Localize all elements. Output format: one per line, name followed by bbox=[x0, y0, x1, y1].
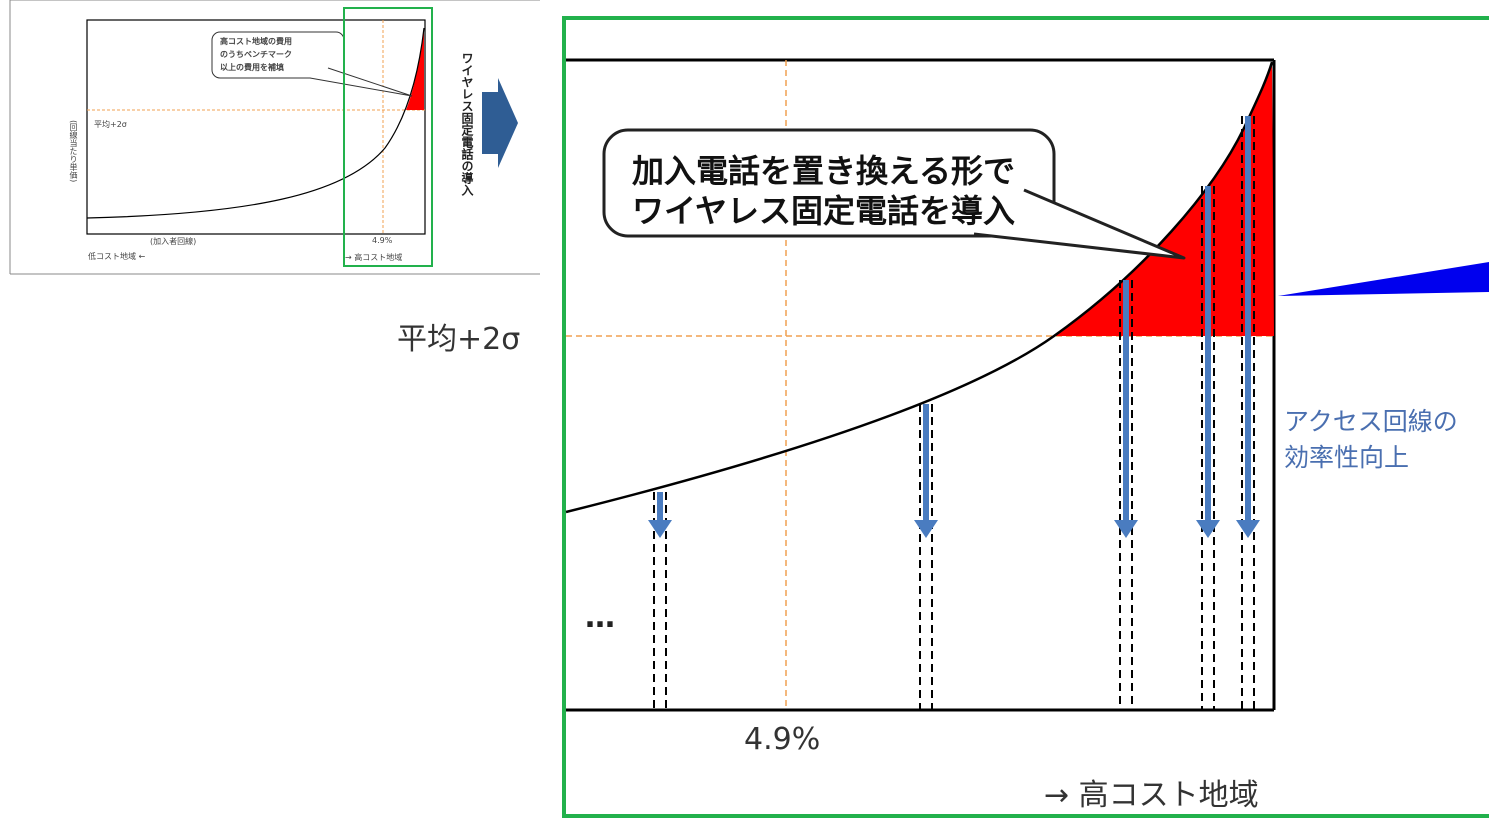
small-high-cost-label: → 高コスト地域 bbox=[345, 253, 403, 262]
large-red-area bbox=[1054, 62, 1274, 336]
down-arrow-4-head bbox=[1196, 520, 1220, 538]
small-x-axis-label: (加入者回線) bbox=[150, 237, 197, 246]
large-green-frame bbox=[562, 16, 1489, 818]
down-arrow-1-head bbox=[648, 520, 672, 538]
small-low-cost-label: 低コスト地域 ← bbox=[88, 252, 146, 261]
down-arrow-2-head bbox=[914, 520, 938, 538]
small-diagram bbox=[9, 0, 540, 275]
large-callout-line-2: ワイヤレス固定電話を導入 bbox=[632, 192, 1016, 230]
large-callout-line-1: 加入電話を置き換える形で bbox=[632, 152, 1016, 190]
small-callout-line-3: 以上の費用を補填 bbox=[220, 63, 284, 72]
transition-label: ワイヤレス固定電話の導入 bbox=[460, 52, 474, 196]
small-callout-line-1: 高コスト地域の費用 bbox=[220, 37, 292, 46]
small-avg-label: 平均+2σ bbox=[94, 120, 127, 129]
small-red-area bbox=[406, 28, 424, 110]
small-chart-box bbox=[86, 19, 426, 235]
large-callout-box bbox=[602, 128, 1056, 238]
large-high-cost-label: → 高コスト地域 bbox=[1044, 778, 1259, 813]
small-cost-curve bbox=[86, 27, 425, 219]
small-callout-line-2: のうちベンチマーク bbox=[220, 50, 292, 59]
large-avg-label: 平均+2σ bbox=[397, 322, 521, 357]
large-side-note-line-1: アクセス回線の bbox=[1284, 407, 1458, 436]
large-side-note-line-2: 効率性向上 bbox=[1284, 443, 1410, 472]
small-y-axis-label: (回線当たり単価) bbox=[69, 120, 78, 183]
down-arrow-3-head bbox=[1114, 520, 1138, 538]
large-ellipsis: … bbox=[585, 600, 615, 635]
large-diagram bbox=[562, 16, 1489, 818]
small-pct-label: 4.9% bbox=[372, 236, 393, 245]
small-callout-tail bbox=[309, 67, 413, 97]
down-arrow-5-head bbox=[1236, 520, 1260, 538]
large-pct-label: 4.9% bbox=[744, 722, 821, 757]
large-callout-tail-cover bbox=[976, 198, 1036, 232]
connector-line bbox=[1278, 262, 1489, 296]
large-arrow-group bbox=[648, 116, 1260, 710]
transition-arrow-icon bbox=[482, 78, 518, 168]
small-green-frame bbox=[343, 7, 433, 267]
